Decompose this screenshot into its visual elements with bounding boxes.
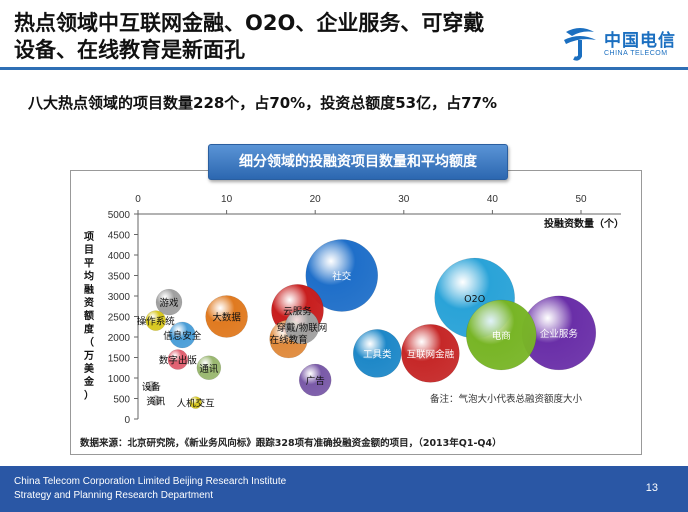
- y-tick-label: 2500: [108, 313, 131, 324]
- bubble-label: 操作系统: [137, 316, 176, 328]
- x-tick-label: 50: [575, 194, 587, 205]
- y-tick-label: 4000: [108, 251, 131, 262]
- y-tick-label: 1000: [108, 374, 131, 385]
- bubble-label: 社交: [332, 271, 352, 283]
- bubble: [305, 239, 379, 312]
- y-axis-title-char: （: [84, 336, 94, 349]
- chart-title: 细分领域的投融资项目数量和平均额度: [239, 154, 477, 170]
- bubble-label: 云服务: [283, 305, 312, 317]
- logo-text-cn: 中国电信: [604, 31, 676, 51]
- chart-axes: 0500100015002000250030003500400045005000…: [83, 194, 624, 426]
- footer-org: China Telecom Corporation Limited Beijin…: [14, 476, 287, 487]
- bubble: [284, 309, 320, 344]
- y-axis-title-char: 目: [84, 244, 94, 256]
- y-axis-title-char: 额: [84, 309, 94, 322]
- y-tick-label: 2000: [108, 333, 131, 344]
- bubble-label: 资讯: [146, 397, 166, 408]
- title-line-1: 热点领域中互联网金融、O2O、企业服务、可穿戴: [14, 11, 485, 35]
- bubble-label: O2O: [464, 294, 485, 305]
- bubble-label: 工具类: [363, 348, 392, 360]
- bubble: [401, 324, 460, 383]
- logo-swirl-icon: [564, 28, 596, 61]
- bubble-label: 数字出版: [159, 355, 198, 367]
- logo-text-en: CHINA TELECOM: [604, 50, 668, 57]
- y-axis-title-char: 万: [83, 350, 94, 362]
- slide-subtitle: 八大热点领域的项目数量228个，占70%，投资总额度53亿，占77%: [28, 94, 497, 112]
- y-tick-label: 3000: [108, 292, 131, 303]
- x-tick-label: 20: [310, 194, 322, 205]
- china-telecom-logo: 中国电信 CHINA TELECOM: [560, 22, 678, 66]
- chart-source: 数据来源：北京研究院，《新业务风向标》跟踪328项有准确投融资金额的项目，（20…: [79, 437, 502, 449]
- bubble-label: 设备: [142, 381, 162, 393]
- title-divider: [0, 67, 688, 70]
- y-tick-label: 4500: [108, 231, 131, 242]
- y-axis-title-char: 金: [83, 375, 95, 388]
- y-tick-label: 0: [124, 415, 130, 426]
- title-line-2: 设备、在线教育是新面孔: [14, 38, 245, 62]
- bubble: [189, 396, 202, 409]
- y-tick-label: 1500: [108, 354, 131, 365]
- bubble-label: 互联网金融: [407, 348, 455, 360]
- chart-note: 备注：气泡大小代表总融资额度大小: [430, 393, 583, 405]
- y-axis-title-char: 资: [84, 296, 94, 309]
- bubble: [146, 380, 157, 392]
- bubble: [466, 299, 537, 371]
- bubble: [205, 295, 248, 338]
- bubble: [145, 310, 166, 331]
- bubble-label: 在线教育: [270, 334, 308, 346]
- bubble-label: 游戏: [160, 297, 180, 309]
- bubble: [155, 288, 183, 316]
- x-tick-label: 30: [398, 194, 410, 205]
- footer-dept: Strategy and Planning Research Departmen…: [14, 490, 214, 501]
- y-tick-label: 500: [113, 395, 130, 406]
- y-axis-title-char: 项: [84, 231, 94, 243]
- y-tick-label: 3500: [108, 272, 131, 283]
- y-tick-label: 5000: [108, 210, 131, 221]
- bubble-label: 电商: [492, 330, 511, 342]
- bubble-label: 通讯: [199, 364, 219, 375]
- y-axis-title-char: 度: [84, 322, 95, 335]
- page-number: 13: [645, 482, 658, 494]
- chart-title-banner: 细分领域的投融资项目数量和平均额度: [208, 144, 508, 180]
- x-tick-label: 10: [221, 194, 233, 205]
- y-axis-title-char: ）: [84, 388, 94, 401]
- y-axis-title-char: 均: [84, 270, 94, 283]
- bubble: [352, 329, 402, 378]
- bubble: [150, 395, 161, 406]
- bubble-label: 广告: [306, 375, 325, 387]
- bubble-label: 企业服务: [540, 328, 579, 340]
- bubble-layer: [145, 239, 597, 409]
- x-tick-label: 40: [487, 194, 499, 205]
- bubble-label: 穿戴/物联网: [277, 322, 328, 334]
- bubble: [167, 349, 189, 370]
- bubble: [196, 355, 222, 380]
- x-tick-label: 0: [135, 194, 141, 205]
- y-axis-title-char: 美: [84, 362, 95, 375]
- bubble-label: 信息安全: [163, 330, 202, 342]
- y-axis-title-char: 融: [84, 283, 94, 296]
- bubble-label: 人机交互: [177, 398, 216, 410]
- footer-bar: China Telecom Corporation Limited Beijin…: [0, 466, 688, 512]
- bubble: [298, 363, 332, 397]
- bubble: [169, 321, 196, 349]
- bubble-label: 大数据: [212, 312, 241, 324]
- slide-title: 热点领域中互联网金融、O2O、企业服务、可穿戴 设备、在线教育是新面孔: [14, 10, 554, 64]
- y-axis-title-char: 平: [84, 257, 94, 269]
- x-axis-title: 投融资数量（个）: [544, 217, 624, 230]
